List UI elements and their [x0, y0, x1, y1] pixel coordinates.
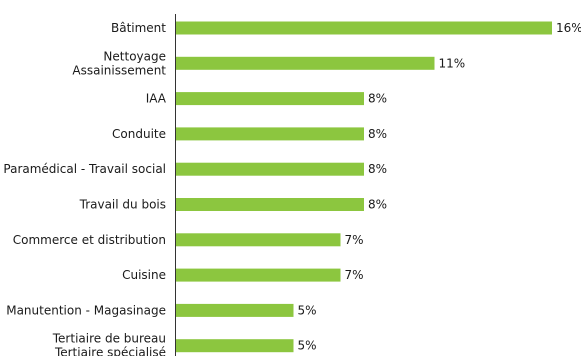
bar-6	[176, 233, 341, 247]
value-label-5: 8%	[368, 198, 387, 212]
category-label-7: Cuisine	[122, 268, 166, 282]
value-label-7: 7%	[345, 268, 364, 282]
category-labels-group: Bâtiment Nettoyage Assainissement IAA Condui…	[3, 21, 166, 356]
value-label-0: 16%	[556, 21, 581, 35]
category-label-line: Tertiaire de bureau	[52, 332, 166, 346]
category-label-line: IAA	[146, 92, 167, 106]
category-label-6: Commerce et distribution	[13, 233, 166, 247]
bars-group	[176, 21, 552, 353]
category-label-1: Nettoyage Assainissement	[72, 49, 166, 77]
value-label-6: 7%	[345, 233, 364, 247]
category-label-line: Paramédical - Travail social	[3, 162, 166, 176]
bar-8	[176, 303, 294, 317]
bar-5	[176, 198, 364, 211]
category-label-8: Manutention - Magasinage	[6, 303, 166, 317]
category-label-line: Cuisine	[122, 268, 166, 282]
category-label-line: Manutention - Magasinage	[6, 303, 166, 317]
bar-2	[176, 92, 364, 106]
category-label-5: Travail du bois	[79, 198, 166, 212]
category-label-9: Tertiaire de bureau Tertiaire spécialisé	[52, 332, 166, 356]
value-label-1: 11%	[439, 56, 466, 70]
category-label-0: Bâtiment	[111, 21, 166, 35]
category-label-3: Conduite	[112, 127, 166, 141]
category-label-4: Paramédical - Travail social	[3, 162, 166, 176]
value-label-8: 5%	[298, 303, 317, 317]
category-label-line: Nettoyage	[103, 49, 166, 63]
category-label-line: Tertiaire spécialisé	[54, 346, 166, 356]
bar-3	[176, 127, 364, 141]
category-label-2: IAA	[146, 92, 167, 106]
category-label-line: Commerce et distribution	[13, 233, 166, 247]
bar-7	[176, 268, 341, 282]
bar-0	[176, 21, 552, 35]
category-label-line: Bâtiment	[111, 21, 166, 35]
bar-9	[176, 339, 294, 353]
value-label-2: 8%	[368, 92, 387, 106]
value-label-9: 5%	[298, 339, 317, 353]
bar-1	[176, 56, 435, 70]
value-labels-group: 16% 11% 8% 8% 8% 8% 7% 7% 5% 5%	[298, 21, 581, 353]
category-label-line: Travail du bois	[79, 198, 166, 212]
category-label-line: Assainissement	[72, 63, 166, 77]
bar-4	[176, 162, 364, 176]
category-label-line: Conduite	[112, 127, 166, 141]
value-label-4: 8%	[368, 162, 387, 176]
value-label-3: 8%	[368, 127, 387, 141]
